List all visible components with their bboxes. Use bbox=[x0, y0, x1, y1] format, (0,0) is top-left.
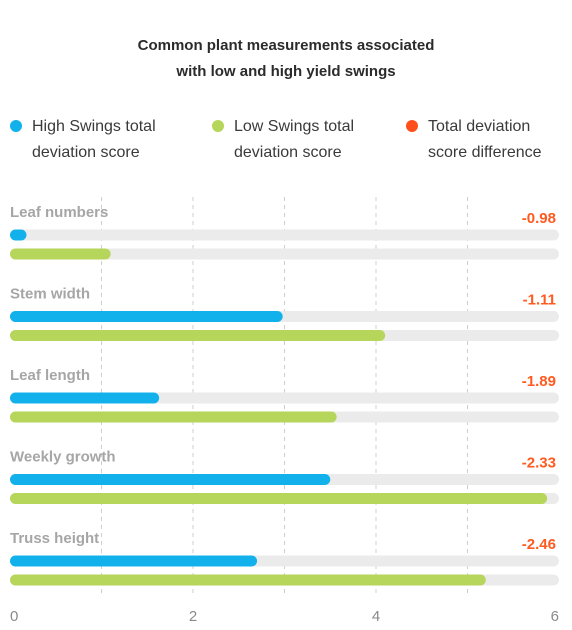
legend-high-swings-line-2: deviation score bbox=[32, 144, 140, 161]
legend-high-swings-label: High Swings total deviation score bbox=[32, 114, 156, 166]
bar-stem-width-high-swings bbox=[10, 311, 283, 322]
difference-label-stem-width: -1.11 bbox=[523, 292, 556, 309]
category-label-truss-height: Truss height bbox=[10, 530, 99, 547]
legend-deviation-difference-line-1: Total deviation bbox=[428, 118, 531, 135]
bar-truss-height-high-swings bbox=[10, 555, 258, 567]
bar-leaf-length-high-swings bbox=[10, 392, 160, 404]
bar-weekly-growth-high-swings bbox=[10, 474, 331, 485]
bar-weekly-growth-low-swings bbox=[10, 493, 548, 504]
legend-high-swings-dot bbox=[10, 120, 22, 132]
x-tick-label-0: 0 bbox=[10, 608, 18, 625]
category-label-leaf-numbers: Leaf numbers bbox=[10, 204, 108, 221]
legend-deviation-difference-dot bbox=[406, 120, 418, 132]
difference-label-weekly-growth: -2.33 bbox=[522, 455, 556, 472]
category-label-weekly-growth: Weekly growth bbox=[10, 449, 116, 466]
x-tick-label-4: 4 bbox=[372, 608, 380, 625]
chart-title-line-2: with low and high yield swings bbox=[176, 63, 396, 80]
bar-track-leaf-numbers-high bbox=[10, 229, 559, 241]
category-label-stem-width: Stem width bbox=[10, 286, 90, 303]
legend-low-swings-line-1: Low Swings total bbox=[234, 118, 355, 135]
legend-deviation-difference-label: Total deviation score difference bbox=[428, 114, 542, 166]
legend-low-swings-dot bbox=[212, 120, 224, 132]
difference-label-truss-height: -2.46 bbox=[522, 536, 556, 553]
difference-label-leaf-numbers: -0.98 bbox=[522, 210, 556, 227]
bar-truss-height-low-swings bbox=[10, 574, 486, 586]
x-tick-label-6: 6 bbox=[551, 608, 559, 625]
bar-leaf-length-low-swings bbox=[10, 411, 337, 423]
legend-low-swings-line-2: deviation score bbox=[234, 144, 342, 161]
difference-label-leaf-length: -1.89 bbox=[522, 373, 556, 390]
chart-title-line-1: Common plant measurements associated bbox=[137, 37, 435, 54]
bar-track-leaf-numbers-low bbox=[10, 248, 559, 260]
chart-title: Common plant measurements associated wit… bbox=[0, 33, 572, 85]
bar-leaf-numbers-high-swings bbox=[10, 229, 27, 241]
bar-leaf-numbers-low-swings bbox=[10, 248, 111, 260]
bar-stem-width-low-swings bbox=[10, 330, 386, 341]
legend-deviation-difference-line-2: score difference bbox=[428, 144, 542, 161]
legend-high-swings-line-1: High Swings total bbox=[32, 118, 156, 135]
category-label-leaf-length: Leaf length bbox=[10, 367, 90, 384]
x-tick-label-2: 2 bbox=[189, 608, 197, 625]
legend-low-swings-label: Low Swings total deviation score bbox=[234, 114, 354, 166]
